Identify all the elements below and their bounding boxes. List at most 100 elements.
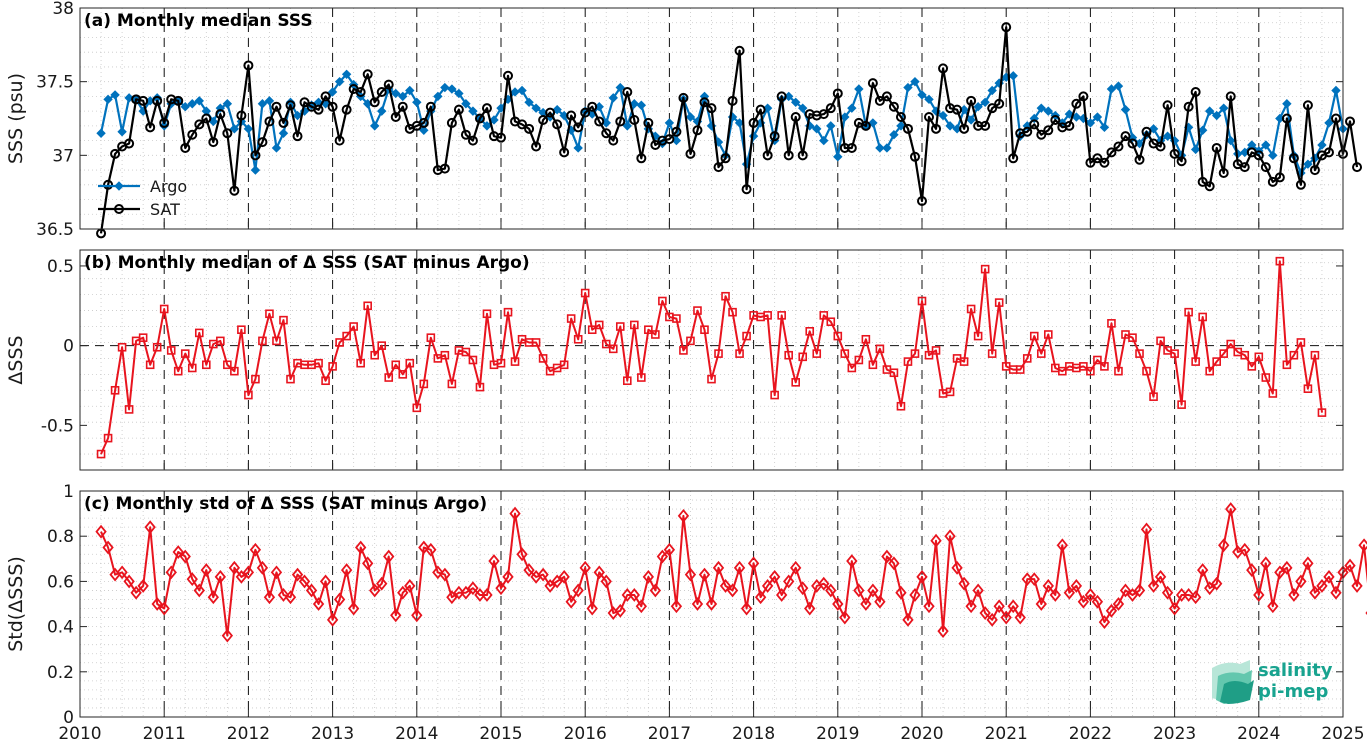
series-delta-median-point — [608, 344, 618, 354]
series-delta-median-point — [166, 346, 176, 355]
y-tick-label: 36.5 — [36, 220, 74, 240]
series-argo-point — [222, 99, 233, 109]
series-sat-point — [1295, 179, 1306, 190]
panel-b-ylabel: ΔSSS — [5, 335, 27, 384]
series-delta-std-point — [937, 624, 949, 639]
series-delta-std-point — [467, 581, 479, 596]
x-tick-label: 2016 — [564, 724, 607, 744]
series-argo-point — [790, 97, 801, 108]
series-argo-point — [1226, 135, 1236, 146]
series-delta-std-point — [1225, 502, 1237, 517]
series-argo-point — [405, 85, 415, 96]
series-delta-median-point — [931, 346, 941, 355]
series-delta-std-point — [1274, 565, 1286, 580]
series-delta-std-point — [1211, 576, 1223, 591]
series-delta-median-point — [447, 379, 457, 389]
series-sat-point — [201, 113, 212, 124]
series-sat-point — [671, 126, 682, 137]
series-argo-point — [1092, 112, 1103, 122]
series-argo-point — [1268, 150, 1278, 161]
series-delta-std-point — [895, 585, 907, 600]
series-delta-median-point — [1093, 355, 1102, 365]
series-delta-median-point — [321, 376, 330, 386]
series-argo-point — [1099, 122, 1110, 133]
series-delta-std-point — [1042, 578, 1054, 593]
series-delta-std-point — [712, 560, 725, 575]
series-sat-point — [1162, 100, 1173, 111]
series-delta-std-point — [783, 574, 795, 589]
series-argo-point — [903, 82, 913, 93]
series-argo-point — [110, 90, 120, 100]
series-delta-median-point — [896, 401, 906, 411]
series-delta-std-point — [488, 554, 500, 568]
series-delta-median-point — [728, 307, 737, 317]
series-argo-point — [159, 121, 169, 131]
series-sat-point — [257, 137, 268, 148]
series-delta-std-point — [614, 603, 626, 618]
series-delta-median-point — [945, 387, 955, 397]
series-delta-median-point — [419, 379, 429, 389]
x-tick-label: 2013 — [311, 724, 354, 744]
series-delta-std-point — [860, 597, 872, 611]
series-sat-point — [1113, 141, 1124, 152]
series-delta-std-point — [221, 628, 234, 643]
series-delta-std-point — [930, 533, 942, 548]
series-argo-point — [629, 99, 640, 109]
series-argo-point — [1036, 103, 1046, 113]
series-delta-std-point — [158, 601, 170, 616]
x-tick-label: 2018 — [732, 724, 775, 744]
series-sat-point — [1085, 157, 1096, 168]
series-sat-point — [1064, 120, 1075, 131]
series-sat-point — [636, 153, 647, 164]
series-argo-point — [1204, 106, 1215, 116]
series-delta-std-point — [418, 540, 430, 555]
panel-a-legend: Argo SAT — [98, 177, 187, 219]
series-sat-point — [980, 120, 991, 131]
series-sat-point — [383, 79, 394, 90]
series-sat-point — [236, 110, 247, 121]
series-sat-point — [741, 184, 752, 195]
series-delta-std-point — [1140, 522, 1153, 537]
series-delta-std-point — [333, 592, 346, 607]
series-delta-std-point — [768, 569, 781, 584]
series-argo-point — [924, 94, 934, 105]
series-delta-median-point — [587, 325, 597, 335]
series-delta-median-point — [973, 331, 983, 341]
series-delta-std-point — [130, 585, 142, 600]
series-delta-median-point — [847, 363, 857, 373]
series-argo-point — [412, 97, 422, 108]
series-sat-point — [1029, 119, 1040, 130]
series-sat-point — [615, 116, 626, 127]
series-delta-std-point — [853, 583, 865, 598]
series-argo-point — [391, 88, 401, 99]
series-argo-point — [1219, 103, 1229, 113]
series-delta-median-point — [223, 360, 232, 370]
series-sat-point — [881, 91, 892, 102]
panel-c-frame — [79, 490, 1344, 718]
panel-c-ylabel: Std(ΔSSS) — [5, 556, 27, 652]
series-argo-point — [875, 143, 885, 153]
panel-b: -0.5 0 0.5 (b) Monthly median of Δ SSS (SA… — [5, 249, 1344, 471]
series-delta-std-point — [355, 540, 367, 555]
series-delta-std-point — [1091, 594, 1104, 609]
series-delta-median-point — [987, 349, 997, 358]
series-sat-point — [924, 112, 935, 123]
series-delta-std-point — [1351, 578, 1363, 593]
series-delta-median-point — [405, 358, 415, 368]
series-argo-point — [812, 124, 822, 134]
series-argo-point — [433, 91, 443, 102]
series-delta-median-point — [630, 320, 639, 330]
series-delta-std-point — [558, 569, 570, 584]
series-delta-std-point — [902, 612, 914, 627]
series-delta-median-point — [819, 311, 829, 320]
series-argo-point — [103, 94, 113, 105]
series-delta-std-point — [263, 590, 276, 605]
series-delta-std-point — [719, 578, 732, 593]
series-sat-point — [587, 101, 598, 112]
series-delta-median-point — [763, 311, 772, 320]
y-tick-label: 0.5 — [47, 257, 74, 277]
series-sat-point — [439, 163, 450, 174]
x-tick-label: 2011 — [143, 724, 186, 744]
series-argo-point — [552, 104, 562, 115]
series-sat-point — [1211, 142, 1222, 153]
